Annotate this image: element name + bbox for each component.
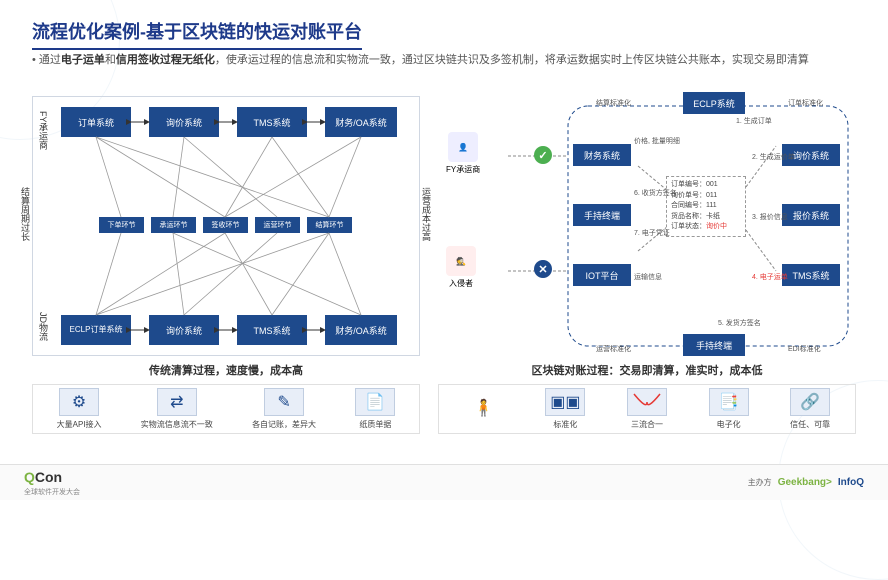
box-tms: TMS系统 (237, 107, 307, 137)
box-iot-r: IOT平台 (573, 264, 631, 286)
mid4: 运营环节 (255, 217, 300, 233)
left-caption: 传统清算过程，速度慢，成本高 (32, 362, 420, 378)
vl-jd: JD物流 (37, 312, 50, 341)
box-tms-r: TMS系统 (782, 264, 840, 286)
step5: 5. 发货方签名 (718, 318, 761, 328)
box-hand2-r: 手持终端 (683, 334, 745, 356)
box-hand-r: 手持终端 (573, 204, 631, 226)
box-inq2: 询价系统 (149, 315, 219, 345)
step7: 7. 电子凭证 (634, 228, 670, 238)
subtitle: • 通过电子运单和信用签收过程无纸化，使承运过程的信息流和实物流一致，通过区块链… (32, 52, 856, 70)
right-caption: 区块链对账过程：交易即清算，准实时，成本低 (438, 362, 856, 378)
box-fin2: 财务/OA系统 (325, 315, 397, 345)
box-fin: 财务/OA系统 (325, 107, 397, 137)
footer: QCon 全球软件开发大会 主办方 Geekbang> InfoQ (0, 464, 888, 500)
box-tms2: TMS系统 (237, 315, 307, 345)
cross-icon: ✕ (534, 260, 552, 278)
step8: 价格, 批量明细 (634, 136, 680, 146)
vl-long: 结算周期过长 (19, 187, 32, 241)
box-inquiry: 询价系统 (149, 107, 219, 137)
traditional-flow-panel: FY承运商 JD物流 结算周期过长 运营成本过高 订单系统 询价系统 TMS系统… (32, 96, 420, 356)
step1: 1. 生成订单 (736, 116, 772, 126)
icon-trust: 🔗信任、可靠 (790, 388, 830, 430)
box-fin-r: 财务系统 (573, 144, 631, 166)
lbl-order: 订单标准化 (788, 98, 823, 108)
right-frame (438, 96, 856, 356)
icon-ledger: ✎各自记账，差异大 (252, 388, 316, 430)
lbl-settle: 结算标准化 (596, 98, 631, 108)
left-icons: ⚙大量API接入 ⇄实物流信息流不一致 ✎各自记账，差异大 📄纸质单据 (32, 384, 420, 434)
icon-person: 🧍 (464, 394, 504, 425)
icon-paper: 📄纸质单据 (355, 388, 395, 430)
step6: 6. 收货方签名 (634, 188, 677, 198)
mid2: 承运环节 (151, 217, 196, 233)
actor-intruder: 🕵 入侵者 (446, 246, 476, 289)
vl-cost: 运营成本过高 (420, 187, 433, 241)
mid3: 签收环节 (203, 217, 248, 233)
actor-fy: 👤 FY承运商 (446, 132, 480, 175)
step3: 3. 报价信息 (752, 212, 788, 222)
box-quo-r: 报价系统 (782, 204, 840, 226)
box-eclp: ECLP订单系统 (61, 315, 131, 345)
icon-merge: 三流合一 (627, 388, 667, 430)
mid1: 下单环节 (99, 217, 144, 233)
qcon-logo: QCon 全球软件开发大会 (24, 469, 80, 497)
lbl-edi: EDI标准化 (788, 344, 821, 354)
vl-fy: FY承运商 (37, 111, 50, 150)
icon-std: ▣▣标准化 (545, 388, 585, 430)
step4: 4. 电子运单 (752, 272, 788, 282)
step9: 运输信息 (634, 272, 662, 282)
check-icon: ✓ (534, 146, 552, 164)
icon-flow: ⇄实物流信息流不一致 (141, 388, 213, 430)
box-eclp-r: ECLP系统 (683, 92, 745, 114)
sponsors: 主办方 Geekbang> InfoQ (748, 477, 864, 488)
icon-elec: 📑电子化 (709, 388, 749, 430)
lbl-ops: 运营标准化 (596, 344, 631, 354)
box-order: 订单系统 (61, 107, 131, 137)
page-title: 流程优化案例-基于区块链的快运对账平台 (32, 18, 362, 50)
step2: 2. 生成运价单 (752, 152, 795, 162)
detail-box: 订单编号：001 询价单号：011 合同编号：111 货品名称：卡纸 订单状态：… (666, 176, 746, 237)
icon-api: ⚙大量API接入 (57, 388, 102, 430)
right-icons: 🧍 ▣▣标准化 三流合一 📑电子化 🔗信任、可靠 (438, 384, 856, 434)
mid5: 结算环节 (307, 217, 352, 233)
blockchain-flow-panel: 结算标准化 订单标准化 运营标准化 EDI标准化 ECLP系统 财务系统 手持终… (438, 96, 856, 356)
